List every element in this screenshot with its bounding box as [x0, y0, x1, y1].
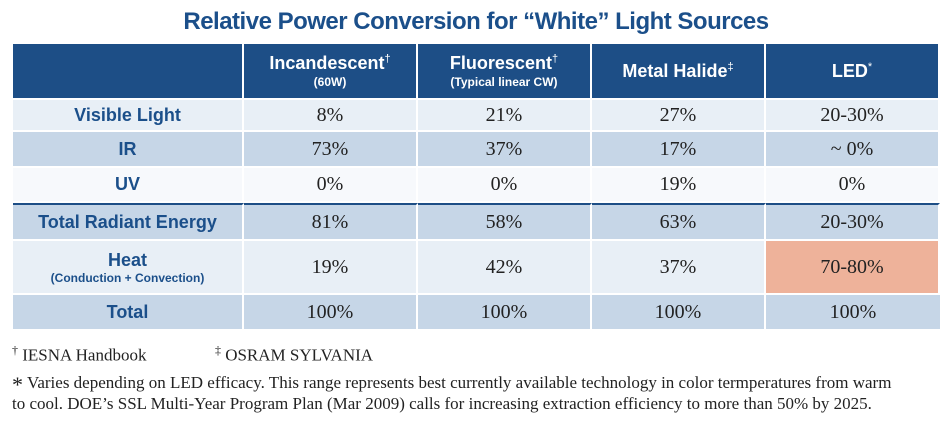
table-cell: 20-30%: [766, 203, 940, 241]
column-header-metal-halide: Metal Halide‡: [592, 44, 766, 100]
page-title: Relative Power Conversion for “White” Li…: [183, 8, 769, 35]
column-header-fluorescent: Fluorescent† (Typical linear CW): [418, 44, 592, 100]
table-cell: 100%: [244, 295, 418, 331]
table-cell: 20-30%: [766, 100, 940, 132]
column-header-label: Incandescent: [269, 53, 385, 73]
table-cell: 0%: [244, 168, 418, 203]
column-header-incandescent: Incandescent† (60W): [244, 44, 418, 100]
asterisk-mark: *: [12, 372, 23, 397]
column-header-led: LED*: [766, 44, 940, 100]
table-cell: 100%: [418, 295, 592, 331]
table-cell: 27%: [592, 100, 766, 132]
table-cell: 100%: [766, 295, 940, 331]
footnote-led-text: Varies depending on LED efficacy. This r…: [26, 373, 892, 392]
table-cell: 81%: [244, 203, 418, 241]
row-label-uv: UV: [13, 168, 244, 203]
highlighted-cell: 70-80%: [766, 241, 940, 295]
table-cell: ~ 0%: [766, 132, 940, 168]
dagger-mark: †: [12, 343, 18, 357]
table-cell: 63%: [592, 203, 766, 241]
footnote-osram: OSRAM SYLVANIA: [225, 345, 374, 365]
table-cell: 37%: [418, 132, 592, 168]
row-label-total: Total: [13, 295, 244, 331]
column-header-sub: (60W): [313, 75, 347, 89]
column-header-sub: (Typical linear CW): [450, 75, 558, 89]
column-header-label: Metal Halide: [622, 61, 728, 81]
table-cell: 37%: [592, 241, 766, 295]
footnote-led-text-2: to cool. DOE’s SSL Multi-Year Program Pl…: [12, 394, 872, 413]
table-cell: 42%: [418, 241, 592, 295]
row-label-sub: (Conduction + Convection): [50, 270, 205, 285]
footnote-mark: ‡: [727, 61, 734, 73]
table-cell: 0%: [418, 168, 592, 203]
double-dagger-mark: ‡: [214, 343, 221, 357]
table-cell: 17%: [592, 132, 766, 168]
footnote-mark: †: [384, 53, 391, 65]
footnote-sources: † IESNA Handbook ‡ OSRAM SYLVANIA: [12, 343, 373, 366]
table-cell: 73%: [244, 132, 418, 168]
row-label-ir: IR: [13, 132, 244, 168]
table-cell: 19%: [244, 241, 418, 295]
row-label-heat: Heat (Conduction + Convection): [13, 241, 244, 295]
row-label-main: Heat: [107, 249, 147, 270]
table-cell: 100%: [592, 295, 766, 331]
table-cell: 19%: [592, 168, 766, 203]
conversion-table: Incandescent† (60W) Fluorescent† (Typica…: [13, 44, 940, 331]
table-cell: 21%: [418, 100, 592, 132]
table-cell: 0%: [766, 168, 940, 203]
table-cell: 8%: [244, 100, 418, 132]
footnote-mark: *: [867, 61, 873, 73]
row-label-visible-light: Visible Light: [13, 100, 244, 132]
column-header-label: LED: [831, 61, 868, 81]
footnote-iesna: IESNA Handbook: [22, 345, 147, 365]
header-corner: [13, 44, 244, 100]
footnote-mark: †: [551, 53, 559, 65]
table-cell: 58%: [418, 203, 592, 241]
footnote-led: * Varies depending on LED efficacy. This…: [12, 370, 940, 414]
column-header-label: Fluorescent: [449, 53, 552, 73]
row-label-total-radiant-energy: Total Radiant Energy: [13, 203, 244, 241]
